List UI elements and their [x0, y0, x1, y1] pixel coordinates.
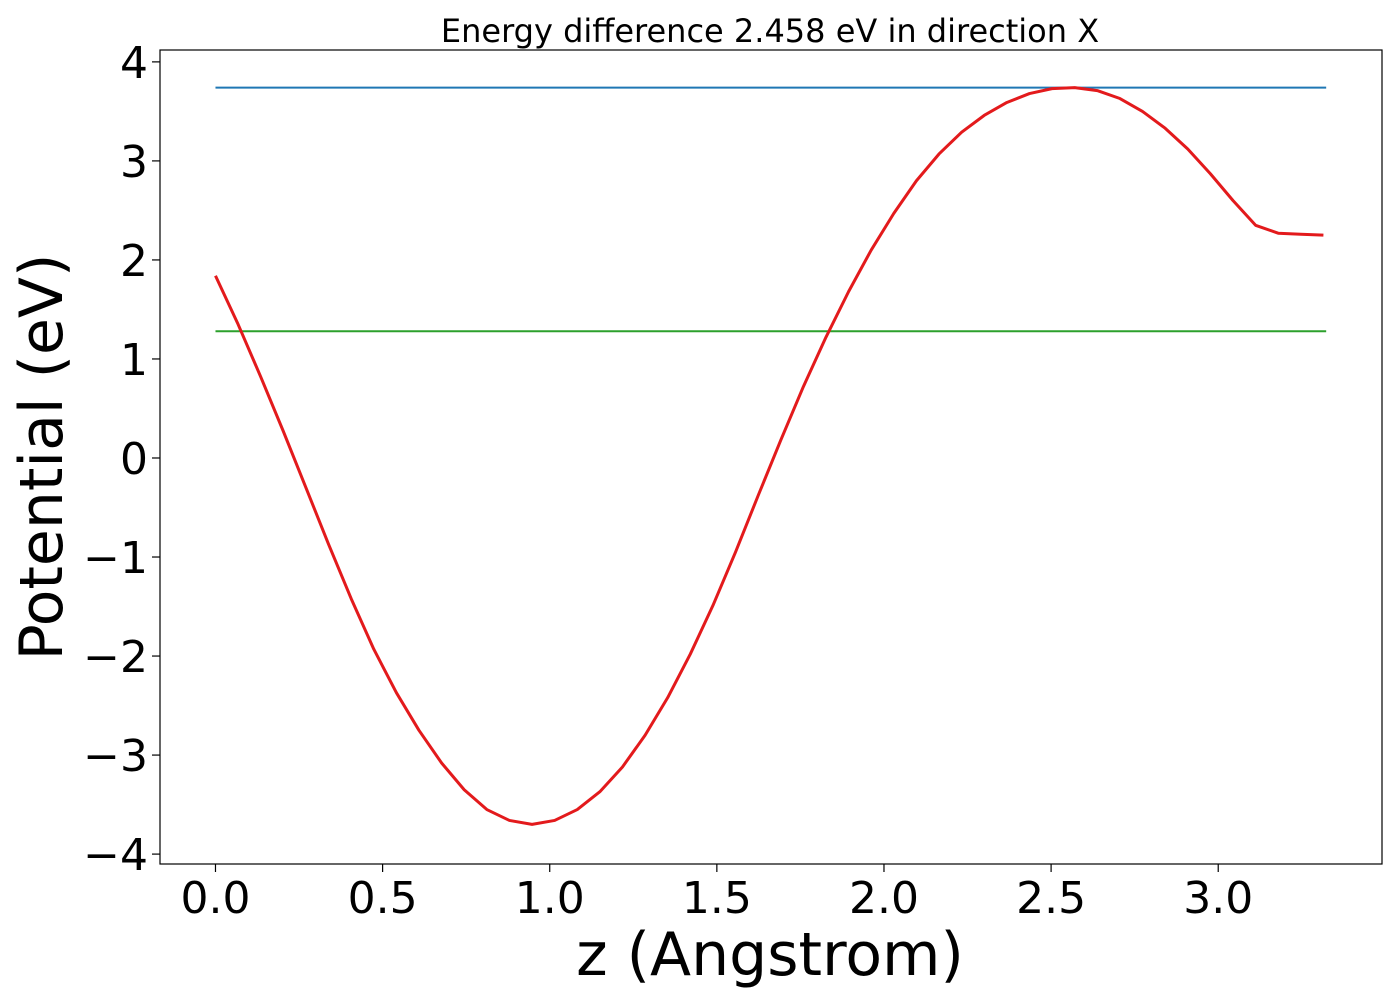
x-tick-label: 1.0 [515, 873, 585, 924]
x-tick-label: 2.5 [1016, 873, 1086, 924]
y-tick-label: 0 [120, 434, 148, 485]
chart-title: Energy difference 2.458 eV in direction … [441, 12, 1099, 50]
y-axis-label: Potential (eV) [7, 254, 77, 661]
plot-area [159, 49, 1383, 865]
y-tick-label: −1 [83, 533, 148, 584]
x-tick-label: 0.5 [348, 873, 418, 924]
x-axis: 0.0 0.5 1.0 1.5 2.0 2.5 3.0 [180, 864, 1253, 924]
plot-frame [159, 49, 1383, 865]
y-tick-label: −4 [83, 830, 148, 881]
y-axis: −4 −3 −2 −1 0 1 2 3 4 [83, 38, 160, 881]
y-tick-label: −2 [83, 632, 148, 683]
y-tick-label: 1 [120, 335, 148, 386]
x-tick-label: 0.0 [180, 873, 250, 924]
y-tick-label: 3 [120, 137, 148, 188]
y-tick-label: 4 [120, 38, 148, 89]
y-tick-label: −3 [83, 731, 148, 782]
series-layer [214, 86, 1327, 826]
x-tick-label: 1.5 [682, 873, 752, 924]
x-axis-label: z (Angstrom) [576, 920, 964, 990]
x-tick-label: 2.0 [849, 873, 919, 924]
x-tick-label: 3.0 [1183, 873, 1253, 924]
y-tick-label: 2 [120, 236, 148, 287]
series-line-3 [214, 86, 1324, 826]
